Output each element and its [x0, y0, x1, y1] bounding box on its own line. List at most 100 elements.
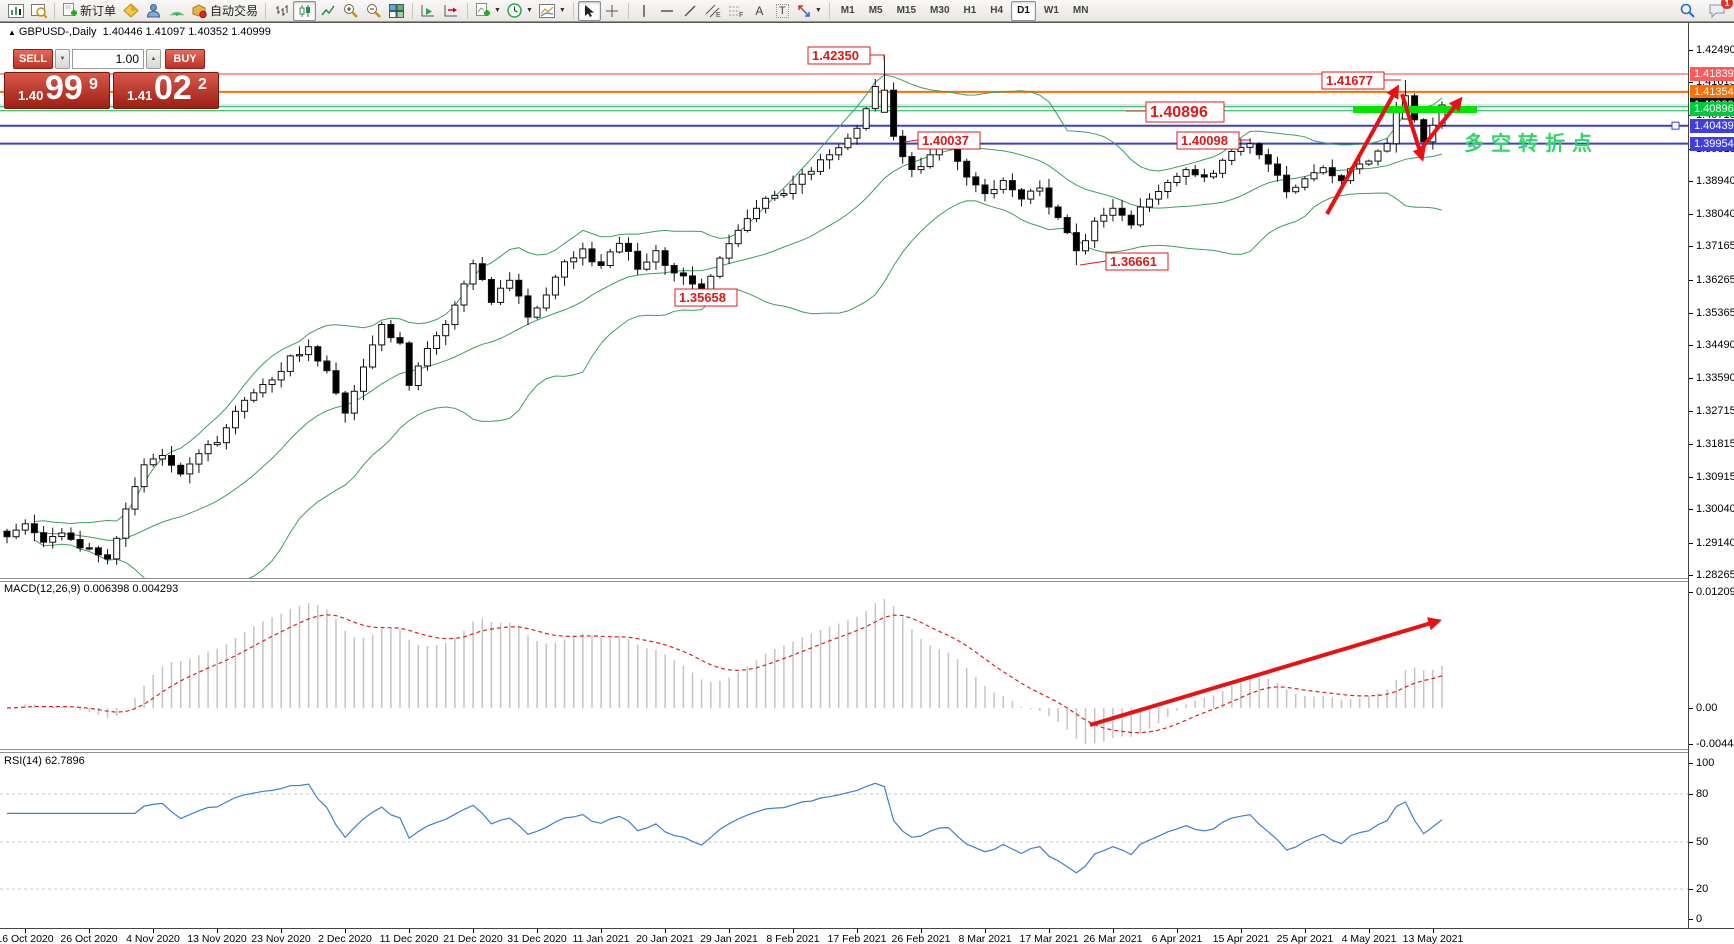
periods-button[interactable]: ▼ — [504, 1, 536, 21]
candle-chart-type-button[interactable] — [293, 0, 317, 21]
sell-button-label: SELL — [18, 53, 48, 65]
timeframe-button-M30[interactable]: M30 — [930, 5, 950, 16]
fibonacci-tool-button[interactable]: F — [725, 1, 748, 21]
time-axis[interactable]: 16 Oct 2020 26 Oct 2020 4 Nov 2020 13 Nov 2… — [0, 928, 1734, 944]
auto-scroll-button[interactable] — [417, 1, 440, 21]
hline-handle[interactable] — [1671, 121, 1680, 130]
bar-chart-type-button[interactable] — [270, 1, 293, 21]
buy-price-tile[interactable]: 1.41 02 2 — [113, 72, 219, 109]
toolbar: 新订单 自动交易 — [0, 0, 1734, 22]
time-axis-tick — [281, 929, 282, 933]
search-icon[interactable] — [1676, 1, 1699, 21]
sell-button[interactable]: SELL — [13, 49, 53, 69]
rsi-line — [7, 782, 1443, 874]
signals-button[interactable] — [165, 1, 188, 21]
arrows-tool-button[interactable]: ▼ — [794, 1, 825, 21]
volume-increase-button[interactable]: ▲ — [146, 49, 161, 69]
price-label-box[interactable] — [1145, 101, 1225, 123]
buy-button[interactable]: BUY — [165, 49, 205, 69]
zoom-out-button[interactable] — [362, 1, 385, 21]
candle — [743, 218, 751, 232]
pane-divider[interactable] — [0, 578, 1734, 582]
templates-dropdown-caret[interactable]: ▼ — [558, 7, 566, 14]
timeframe-button-M15[interactable]: M15 — [896, 5, 917, 16]
chart-shift-button[interactable] — [440, 1, 463, 21]
gold-diamond-button[interactable] — [119, 1, 142, 21]
volume-decrease-button[interactable]: ▼ — [55, 49, 70, 69]
price-label-box[interactable] — [917, 131, 981, 150]
candle — [323, 360, 331, 372]
timeframe-button-H1[interactable]: H1 — [963, 5, 977, 16]
indicators-button[interactable]: ▼ — [472, 1, 504, 21]
equidistant-channel-tool-button[interactable]: E — [702, 1, 725, 21]
candle — [140, 464, 148, 488]
buy-button-label: BUY — [173, 53, 197, 65]
candle — [1146, 198, 1153, 208]
vertical-line-tool-button[interactable] — [633, 1, 656, 21]
time-axis-date: 13 May 2021 — [1402, 933, 1464, 944]
panel-collapse-icon[interactable]: ▲ — [8, 28, 16, 37]
macd-pane[interactable] — [0, 581, 1688, 749]
tile-windows-button[interactable] — [385, 1, 408, 21]
community-user-button[interactable] — [142, 1, 165, 21]
timeframe-button-D1[interactable]: D1 — [1011, 0, 1036, 21]
chart-note-text[interactable]: 多空转折点 — [1464, 133, 1599, 155]
arrows-dropdown-caret[interactable]: ▼ — [814, 7, 822, 14]
price-label-box[interactable] — [1321, 71, 1385, 90]
notifications-icon[interactable]: 1 — [1705, 0, 1733, 21]
timeframe-button-H4[interactable]: H4 — [990, 5, 1004, 16]
periods-dropdown-caret[interactable]: ▼ — [525, 7, 533, 14]
highlight-bar[interactable] — [1353, 106, 1477, 113]
timeframe-button-W1[interactable]: W1 — [1043, 5, 1059, 16]
time-axis-tick — [25, 929, 26, 933]
templates-button[interactable]: ▼ — [536, 1, 569, 21]
price-axis[interactable]: 1.424901.416151.407151.398151.389401.380… — [1688, 23, 1734, 928]
price-label-box[interactable] — [1176, 131, 1240, 150]
timeframe-button-M1[interactable]: M1 — [840, 5, 855, 16]
crosshair-tool-button[interactable] — [601, 1, 624, 21]
indicators-dropdown-caret[interactable]: ▼ — [494, 7, 501, 14]
candle — [1283, 174, 1291, 193]
auto-trading-button[interactable]: 自动交易 — [188, 1, 261, 21]
time-axis-tick — [793, 929, 794, 933]
new-order-button[interactable]: 新订单 — [59, 1, 119, 21]
candle — [615, 242, 623, 253]
timeframe-group: M1 M5 M15 M30 H1 H4 D1 W1 MN — [834, 0, 1096, 21]
rsi-pane[interactable] — [0, 753, 1688, 928]
price-chart-pane[interactable]: 1.42350 1.41677 1.40896 1.40037 1.40098 1.366… — [0, 23, 1688, 579]
trend-arrow[interactable] — [1416, 96, 1463, 155]
price-label-box[interactable] — [674, 288, 738, 307]
sell-price-tile[interactable]: 1.40 99 9 — [4, 72, 110, 109]
profiles-button[interactable] — [27, 1, 50, 21]
text-tool-button[interactable]: A — [755, 3, 764, 18]
zoom-in-button[interactable] — [339, 1, 362, 21]
candle — [360, 366, 367, 392]
line-chart-type-button[interactable] — [316, 1, 339, 21]
pane-divider[interactable] — [0, 749, 1734, 753]
auto-trading-label: 自动交易 — [210, 4, 259, 18]
price-label-box[interactable] — [1105, 252, 1169, 271]
timeframe-button-M5[interactable]: M5 — [868, 5, 883, 16]
candle — [85, 547, 93, 550]
trend-arrow[interactable] — [1325, 84, 1399, 215]
macd-trend-arrow[interactable] — [1089, 617, 1442, 727]
volume-input[interactable]: 1.00 — [72, 49, 144, 69]
candle — [30, 523, 38, 534]
timeframe-button-MN[interactable]: MN — [1072, 5, 1089, 16]
rsi-axis-tick: 80 — [1689, 787, 1734, 801]
horizontal-line-tool-button[interactable] — [656, 1, 679, 21]
new-chart-button[interactable] — [4, 1, 27, 21]
candle — [524, 295, 532, 318]
candle — [579, 248, 587, 259]
trend-arrow[interactable] — [1400, 93, 1426, 162]
trendline-tool-button[interactable] — [679, 1, 702, 21]
time-axis-date: 11 Jan 2021 — [572, 933, 630, 944]
candle — [871, 86, 879, 110]
cursor-tool-button[interactable] — [577, 0, 601, 21]
price-label-box[interactable] — [807, 46, 871, 65]
text-label-tool-button[interactable]: T — [771, 1, 794, 21]
candle — [451, 304, 459, 326]
candle — [643, 261, 651, 270]
bollinger-middle — [34, 147, 1443, 541]
time-axis-date: 4 May 2021 — [1341, 933, 1397, 944]
